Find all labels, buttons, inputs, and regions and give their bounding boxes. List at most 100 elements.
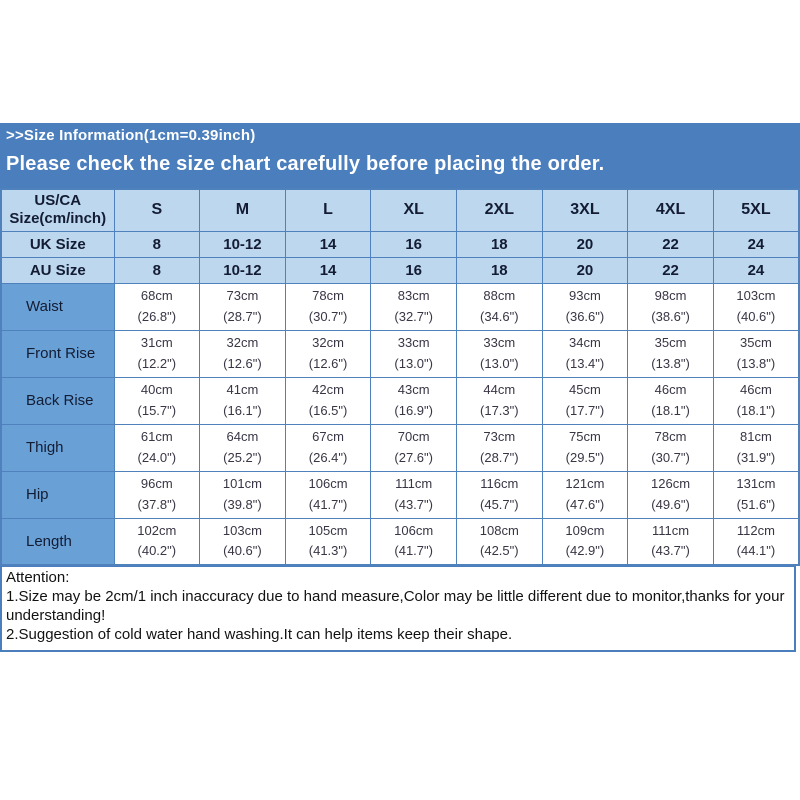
measurement-value-cell: 73cm (28.7") [199,282,286,331]
size-column-header: XL [370,188,457,232]
size-column-header: 5XL [712,188,800,232]
measurement-row: Length 102cm (40.2") 103cm (40.6") 105cm (4… [0,517,800,566]
measurement-value-cell: 64cm (25.2") [199,423,286,472]
size-column-header: 3XL [541,188,629,232]
measurement-value-cell: 126cm (49.6") [627,470,714,519]
measurement-value-cell: 40cm (15.7") [113,376,201,425]
measurement-value-cell: 101cm (39.8") [199,470,286,519]
measurement-value-cell: 32cm (12.6") [199,329,286,378]
measurement-row-label: Front Rise [0,329,115,378]
measurement-value-cell: 41cm (16.1") [199,376,286,425]
size-value-cell: 14 [284,256,372,284]
size-table: US/CA Size(cm/inch) S M L XL 2XL 3XL 4XL 5XL UK S… [0,188,800,566]
size-value-cell: 22 [627,230,714,258]
size-value-cell: 24 [712,256,800,284]
size-table-body: US/CA Size(cm/inch) S M L XL 2XL 3XL 4XL 5XL UK S… [0,188,800,566]
size-value-cell: 14 [284,230,372,258]
size-value-cell: 10-12 [199,256,286,284]
measurement-value-cell: 42cm (16.5") [284,376,372,425]
measurement-value-cell: 46cm (18.1") [627,376,714,425]
measurement-value-cell: 131cm (51.6") [712,470,800,519]
size-column-header: S [113,188,201,232]
measurement-value-cell: 106cm (41.7") [284,470,372,519]
measurement-value-cell: 98cm (38.6") [627,282,714,331]
measurement-row: Front Rise 31cm (12.2") 32cm (12.6") 32cm (… [0,329,800,378]
measurement-value-cell: 111cm (43.7") [627,517,714,566]
measurement-value-cell: 43cm (16.9") [370,376,457,425]
table-header-row: US/CA Size(cm/inch) S M L XL 2XL 3XL 4XL 5XL [0,188,800,232]
measurement-value-cell: 116cm (45.7") [456,470,543,519]
measurement-value-cell: 93cm (36.6") [541,282,629,331]
size-column-header: M [199,188,286,232]
measurement-value-cell: 81cm (31.9") [712,423,800,472]
attention-title: Attention: [6,569,70,586]
measurement-value-cell: 70cm (27.6") [370,423,457,472]
measurement-value-cell: 68cm (26.8") [113,282,201,331]
size-value-cell: 20 [541,256,629,284]
size-row: AU Size 8 10-12 14 16 18 20 22 24 [0,256,800,284]
measurement-row: Hip 96cm (37.8") 101cm (39.8") 106cm (41.7"… [0,470,800,519]
measurement-value-cell: 67cm (26.4") [284,423,372,472]
measurement-row: Back Rise 40cm (15.7") 41cm (16.1") 42cm (1… [0,376,800,425]
measurement-value-cell: 109cm (42.9") [541,517,629,566]
size-column-header: 4XL [627,188,714,232]
size-value-cell: 22 [627,256,714,284]
measurement-row-label: Waist [0,282,115,331]
banner: >>Size Information(1cm=0.39inch) Please … [0,123,800,188]
measurement-value-cell: 103cm (40.6") [199,517,286,566]
size-value-cell: 18 [456,256,543,284]
measurement-value-cell: 78cm (30.7") [627,423,714,472]
attention-line-1: 1.Size may be 2cm/1 inch inaccuracy due … [6,587,785,624]
attention-line-2: 2.Suggestion of cold water hand washing.… [6,625,513,643]
measurement-value-cell: 78cm (30.7") [284,282,372,331]
measurement-value-cell: 46cm (18.1") [712,376,800,425]
measurement-row: Waist 68cm (26.8") 73cm (28.7") 78cm (30.7"… [0,282,800,331]
size-column-header: 2XL [456,188,543,232]
measurement-row-label: Back Rise [0,376,115,425]
measurement-value-cell: 121cm (47.6") [541,470,629,519]
size-row-label: AU Size [0,256,115,284]
size-column-header: L [284,188,372,232]
size-value-cell: 18 [456,230,543,258]
attention-box: Attention: 1.Size may be 2cm/1 inch inac… [0,566,796,652]
measurement-value-cell: 33cm (13.0") [456,329,543,378]
measurement-value-cell: 31cm (12.2") [113,329,201,378]
banner-title: >>Size Information(1cm=0.39inch) [6,127,256,144]
measurement-value-cell: 61cm (24.0") [113,423,201,472]
measurement-value-cell: 103cm (40.6") [712,282,800,331]
measurement-value-cell: 32cm (12.6") [284,329,372,378]
size-value-cell: 8 [113,256,201,284]
measurement-value-cell: 83cm (32.7") [370,282,457,331]
size-row-label: UK Size [0,230,115,258]
measurement-row-label: Length [0,517,115,566]
banner-subtitle: Please check the size chart carefully be… [6,153,605,175]
measurement-row-label: Thigh [0,423,115,472]
measurement-value-cell: 105cm (41.3") [284,517,372,566]
corner-header-cell: US/CA Size(cm/inch) [0,188,115,232]
measurement-value-cell: 33cm (13.0") [370,329,457,378]
measurement-value-cell: 34cm (13.4") [541,329,629,378]
measurement-value-cell: 106cm (41.7") [370,517,457,566]
size-chart-content: >>Size Information(1cm=0.39inch) Please … [0,123,800,652]
measurement-value-cell: 112cm (44.1") [712,517,800,566]
size-value-cell: 8 [113,230,201,258]
measurement-row: Thigh 61cm (24.0") 64cm (25.2") 67cm (26.4"… [0,423,800,472]
measurement-value-cell: 88cm (34.6") [456,282,543,331]
size-value-cell: 10-12 [199,230,286,258]
size-value-cell: 20 [541,230,629,258]
measurement-value-cell: 108cm (42.5") [456,517,543,566]
measurement-value-cell: 75cm (29.5") [541,423,629,472]
size-row: UK Size 8 10-12 14 16 18 20 22 24 [0,230,800,258]
measurement-value-cell: 102cm (40.2") [113,517,201,566]
measurement-value-cell: 73cm (28.7") [456,423,543,472]
size-value-cell: 16 [370,230,457,258]
measurement-value-cell: 45cm (17.7") [541,376,629,425]
measurement-row-label: Hip [0,470,115,519]
measurement-value-cell: 44cm (17.3") [456,376,543,425]
measurement-value-cell: 35cm (13.8") [627,329,714,378]
size-value-cell: 24 [712,230,800,258]
measurement-value-cell: 35cm (13.8") [712,329,800,378]
measurement-value-cell: 96cm (37.8") [113,470,201,519]
size-value-cell: 16 [370,256,457,284]
